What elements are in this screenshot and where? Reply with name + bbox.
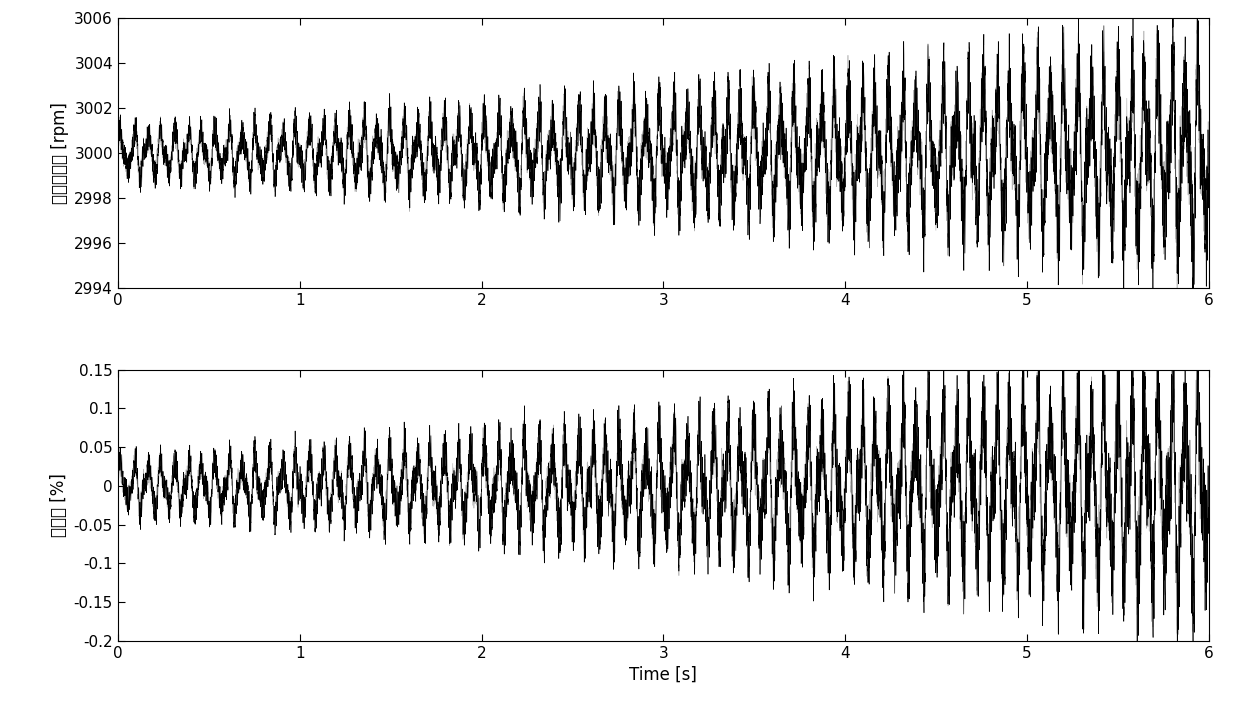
Y-axis label: 发电机转速 [rpm]: 发电机转速 [rpm] <box>51 102 68 204</box>
Y-axis label: 转速差 [%]: 转速差 [%] <box>50 473 68 537</box>
X-axis label: Time [s]: Time [s] <box>630 666 697 684</box>
